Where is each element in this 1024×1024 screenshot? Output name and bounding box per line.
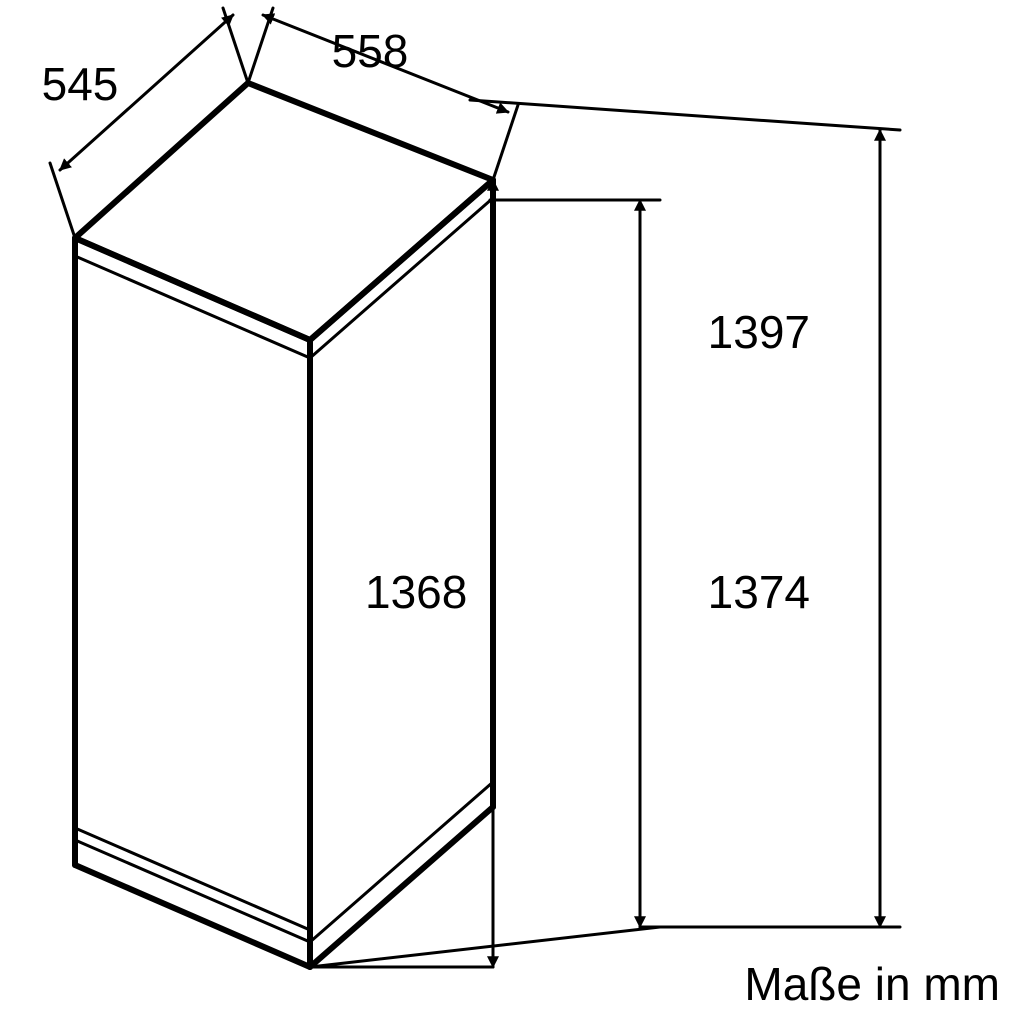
dim-height-door: 1374 xyxy=(708,566,810,618)
dim-height-inner: 1368 xyxy=(365,566,467,618)
dim-width: 558 xyxy=(332,25,409,77)
caption: Maße in mm xyxy=(744,958,1000,1010)
dim-height-total: 1397 xyxy=(708,306,810,358)
dim-depth: 545 xyxy=(42,58,119,110)
